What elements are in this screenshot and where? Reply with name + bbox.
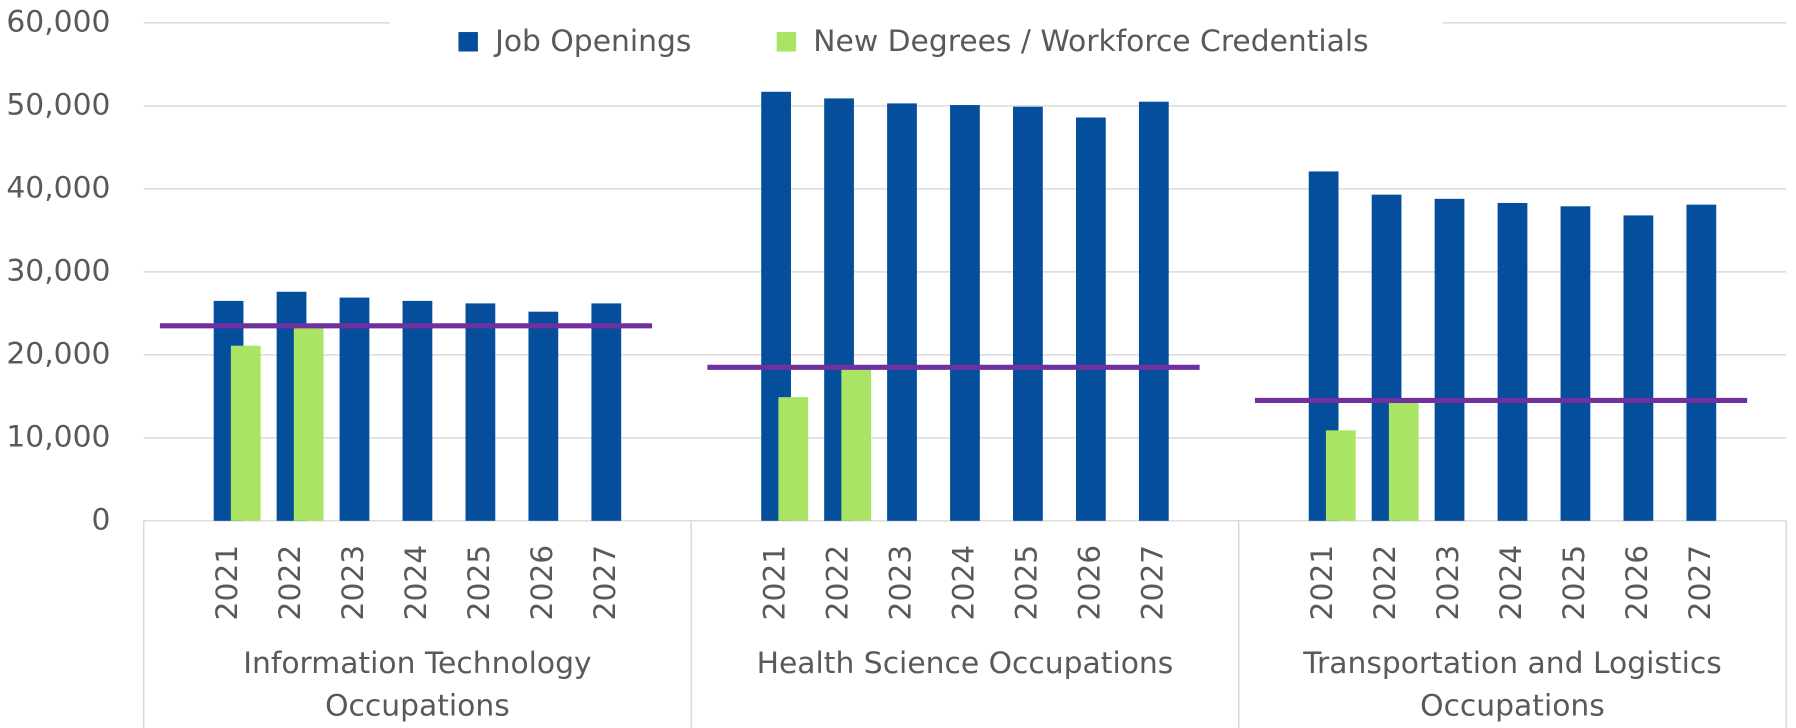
bar	[778, 397, 809, 521]
bar	[1325, 430, 1356, 521]
group-label: Health Science Occupations	[756, 646, 1174, 682]
y-tick-label: 10,000	[6, 419, 110, 454]
x-tick-label: 2024	[1494, 545, 1529, 621]
bar	[1623, 215, 1654, 521]
bar	[465, 303, 496, 521]
group-label: Information Technology Occupations	[243, 646, 592, 724]
x-tick-label: 2026	[525, 545, 560, 621]
bar	[887, 103, 917, 521]
x-tick-label: 2022	[273, 545, 308, 621]
x-tick-label: 2024	[946, 545, 981, 621]
x-tick-label: 2021	[210, 545, 245, 621]
x-tick-label: 2021	[758, 545, 793, 621]
x-tick-label: 2024	[399, 545, 434, 621]
legend-background	[389, 9, 1443, 74]
legend-label: New Degrees / Workforce Credentials	[813, 24, 1368, 59]
bar	[1560, 206, 1591, 521]
x-tick-label: 2021	[1305, 545, 1340, 621]
bar	[1075, 117, 1106, 521]
bar	[1686, 204, 1717, 521]
x-tick-label: 2025	[1009, 545, 1044, 621]
y-tick-label: 50,000	[6, 87, 110, 122]
group-label-box: Health Science Occupations	[756, 646, 1174, 682]
bar	[1434, 198, 1465, 521]
x-tick-label: 2023	[336, 545, 371, 621]
bar	[950, 105, 980, 521]
x-tick-label: 2026	[1072, 545, 1107, 621]
bar	[1013, 106, 1043, 521]
x-tick-label: 2027	[1135, 545, 1170, 621]
bar	[339, 297, 370, 521]
bar	[1388, 400, 1419, 521]
x-tick-label: 2026	[1620, 545, 1655, 621]
bar	[293, 327, 324, 521]
legend-swatch	[458, 32, 478, 52]
x-tick-label: 2023	[1431, 545, 1466, 621]
bar	[591, 303, 622, 521]
bar	[402, 300, 433, 521]
bar	[1497, 202, 1528, 521]
bar	[1138, 101, 1169, 521]
x-tick-label: 2027	[588, 545, 623, 621]
y-tick-label: 0	[92, 502, 111, 537]
bars	[213, 91, 1717, 521]
x-tick-label: 2025	[462, 545, 497, 621]
bar	[841, 367, 872, 521]
y-tick-label: 60,000	[6, 4, 110, 39]
x-tick-label: 2023	[884, 545, 919, 621]
group-label-box: Transportation and Logistics Occupations	[1303, 646, 1722, 724]
group-label-box: Information Technology Occupations	[243, 646, 592, 724]
y-tick-label: 20,000	[6, 336, 110, 371]
legend-swatch	[776, 32, 797, 52]
legend-label: Job Openings	[493, 24, 691, 59]
x-tick-label: 2022	[821, 545, 856, 621]
group-label: Transportation and Logistics Occupations	[1303, 646, 1722, 724]
x-tick-label: 2022	[1368, 545, 1403, 621]
x-tick-label: 2025	[1557, 545, 1592, 621]
y-tick-label: 30,000	[6, 253, 110, 288]
bar	[528, 311, 559, 521]
bar	[230, 345, 261, 521]
y-tick-label: 40,000	[6, 170, 110, 205]
x-tick-label: 2027	[1683, 545, 1718, 621]
